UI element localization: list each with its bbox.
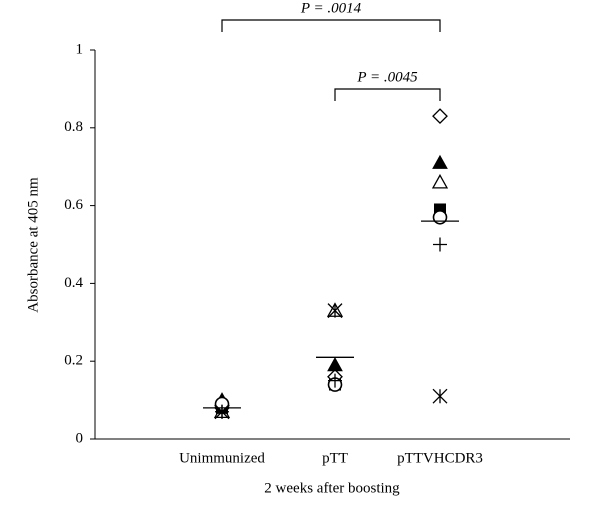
annotation: P = .0014 [300, 0, 362, 16]
y-tick-label: 1 [76, 41, 84, 57]
bracket [334, 88, 441, 101]
y-tick-label: 0.2 [64, 353, 83, 369]
y-tick-label: 0.6 [64, 197, 83, 213]
point [214, 404, 230, 420]
x-tick-label: pTT [322, 450, 348, 466]
point [327, 357, 343, 372]
y-tick-label: 0.4 [64, 275, 83, 291]
x-tick-label: pTTVHCDR3 [397, 450, 483, 466]
point [432, 154, 448, 169]
point [432, 108, 448, 125]
x-axis-label: 2 weeks after boosting [264, 480, 400, 496]
y-tick-label: 0 [76, 430, 84, 446]
annotation: P = .0045 [356, 69, 418, 85]
point [431, 173, 449, 189]
x-tick-label: Unimmunized [179, 450, 265, 466]
y-axis-label: Absorbance at 405 nm [25, 177, 41, 313]
point [432, 388, 448, 404]
y-tick-label: 0.8 [64, 119, 83, 135]
point [432, 209, 448, 225]
point [328, 373, 342, 388]
point [433, 237, 447, 252]
bracket [221, 19, 441, 32]
point [327, 303, 343, 319]
